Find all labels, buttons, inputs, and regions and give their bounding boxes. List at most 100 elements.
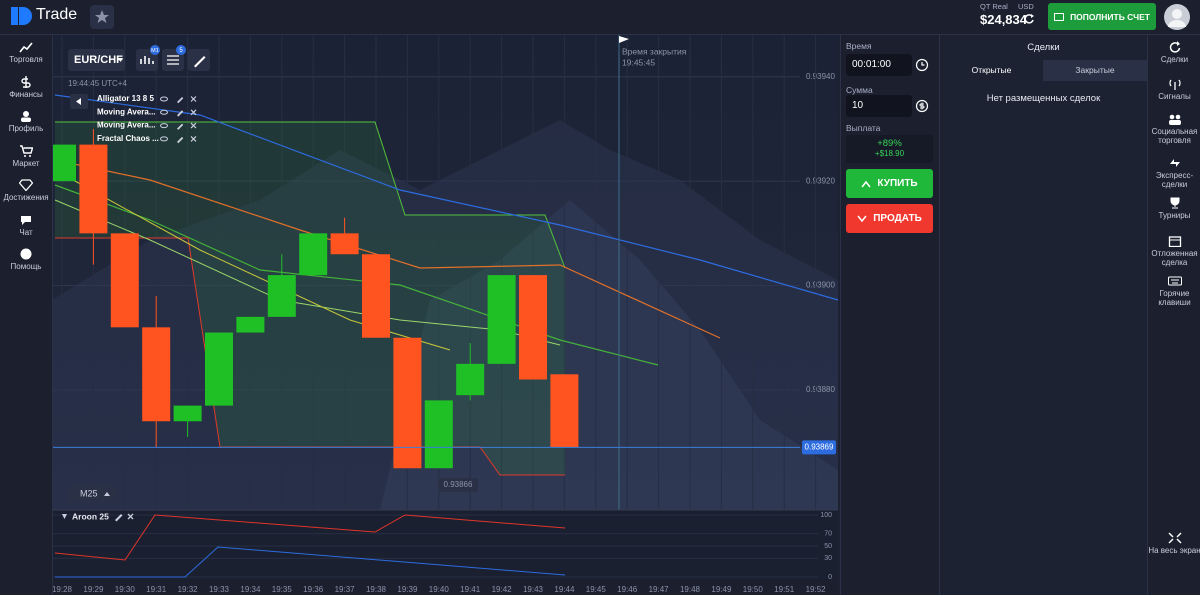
eye-icon[interactable]: [160, 109, 168, 115]
remove-icon[interactable]: [190, 96, 197, 102]
chart-type-button[interactable]: [136, 49, 158, 71]
candle-body: [205, 332, 233, 406]
nav-label: Чат: [19, 227, 33, 237]
fractal-channel: [55, 122, 565, 475]
remove-icon[interactable]: [190, 109, 197, 116]
nav-item[interactable]: Чат: [0, 214, 52, 237]
candle-body: [393, 337, 422, 469]
current-price-tag: [802, 440, 836, 455]
indicator-badge: 5: [179, 48, 183, 54]
nav-item[interactable]: Достижения: [0, 179, 52, 202]
open-tab[interactable]: Открытые: [940, 60, 1043, 81]
balance[interactable]: $24,834: [980, 12, 1027, 27]
nav-label: Сигналы: [1158, 92, 1191, 101]
x-tick-label: 19:31: [146, 585, 167, 594]
chart-type-icon: [140, 56, 154, 64]
aroon-tick-label: 50: [824, 543, 832, 550]
drawing-button[interactable]: [188, 49, 210, 71]
badge: [176, 45, 186, 55]
nav-item[interactable]: Маркет: [0, 144, 52, 168]
deposit-button[interactable]: ПОПОЛНИТЬ СЧЕТ: [1048, 3, 1156, 30]
edit-icon[interactable]: [115, 514, 123, 522]
edit-icon[interactable]: [177, 123, 184, 130]
empty-message: Нет размещенных сделок: [986, 93, 1101, 104]
zoom-button[interactable]: [68, 486, 118, 502]
candle-body: [519, 275, 547, 380]
timeframe-badge: M1: [151, 48, 159, 54]
nav-label: Отложенная сделка: [1151, 249, 1198, 267]
time-input[interactable]: 00:01:00: [846, 54, 912, 76]
nav-item[interactable]: Социальная торговля: [1148, 113, 1200, 145]
edit-icon[interactable]: [177, 97, 184, 104]
x-tick-label: 19:42: [492, 585, 513, 594]
time-axis: [52, 580, 838, 595]
sell-button[interactable]: ПРОДАТЬ: [846, 204, 933, 233]
collapse-icon: [76, 98, 81, 105]
y-tick-label: 0.93900: [806, 281, 835, 290]
nav-icon: [1168, 79, 1181, 90]
eye-icon[interactable]: [160, 96, 168, 102]
avatar[interactable]: [1163, 3, 1191, 31]
nav-icon: [21, 111, 31, 122]
x-tick-label: 19:38: [366, 585, 387, 594]
nav-item[interactable]: Турниры: [1148, 197, 1200, 220]
remove-icon[interactable]: [127, 513, 134, 520]
currency-icon[interactable]: [914, 98, 930, 114]
nav-icon: [1168, 114, 1181, 125]
closed-tab[interactable]: Закрытые: [1043, 60, 1147, 81]
nav-icon: [1167, 532, 1182, 544]
logo-text: Trade: [36, 6, 78, 23]
payout-label: Выплата: [846, 123, 881, 133]
pair-selector[interactable]: [68, 49, 125, 71]
eye-icon[interactable]: [160, 123, 168, 129]
nav-item[interactable]: Сделки: [1148, 41, 1200, 64]
nav-label: Экспресс-сделки: [1155, 171, 1194, 189]
nav-item[interactable]: На весь экран: [1148, 532, 1200, 555]
favorites-button[interactable]: [90, 5, 114, 29]
deals-panel: Сделки Открытые Закрытые Нет размещенных…: [939, 35, 1147, 595]
x-tick-label: 19:49: [711, 585, 732, 594]
x-tick-label: 19:52: [806, 585, 827, 594]
nav-item[interactable]: Отложенная сделка: [1148, 235, 1200, 267]
nav-item[interactable]: Экспресс-сделки: [1148, 157, 1200, 189]
amount-input[interactable]: 10: [846, 95, 912, 117]
current-price-label: 0.93869: [805, 442, 834, 451]
nav-item[interactable]: Финансы: [0, 75, 52, 99]
x-tick-label: 19:46: [617, 585, 638, 594]
aroon-axis: 100 70 50 30 0: [52, 512, 832, 581]
nav-label: Сделки: [1160, 55, 1189, 64]
dropdown-arrow: [118, 58, 123, 62]
nav-label: Достижения: [3, 193, 49, 202]
eye-icon[interactable]: [160, 136, 168, 142]
expiry-flag: [619, 36, 629, 43]
nav-icon: [1169, 159, 1180, 167]
sell-label: ПРОДАТЬ: [873, 213, 922, 224]
account-type: QT Real: [980, 2, 1008, 11]
buy-label: КУПИТЬ: [877, 178, 918, 189]
trade-panel: Время 00:01:00 Сумма 10 Выплата +89% +$1…: [840, 35, 939, 595]
x-tick-label: 19:34: [240, 585, 261, 594]
remove-icon[interactable]: [190, 122, 197, 129]
nav-icon: [19, 179, 33, 191]
x-tick-label: 19:35: [272, 585, 293, 594]
nav-item[interactable]: Сигналы: [1148, 78, 1200, 101]
indicator-name: Moving Avera...: [97, 107, 156, 116]
nav-item[interactable]: Горячие клавиши: [1148, 275, 1200, 307]
remove-icon[interactable]: [190, 135, 197, 142]
clock-icon[interactable]: [914, 57, 930, 73]
payout-amount: +$18.90: [874, 149, 905, 158]
refresh-icon[interactable]: [1023, 13, 1035, 25]
candle-body: [487, 275, 516, 364]
x-tick-label: 19:39: [397, 585, 418, 594]
x-tick-label: 19:37: [335, 585, 356, 594]
nav-icon: [1170, 197, 1179, 209]
buy-button[interactable]: КУПИТЬ: [846, 169, 933, 198]
nav-item[interactable]: Профиль: [0, 110, 52, 133]
edit-icon[interactable]: [177, 136, 184, 144]
top-bar: Trade QT Real USD $24,834 ПОПОЛНИТЬ СЧЕТ: [0, 0, 1200, 35]
nav-item[interactable]: Помощь: [0, 248, 52, 271]
candle-body: [79, 144, 108, 234]
aroon-tick-label: 30: [824, 555, 832, 562]
edit-icon[interactable]: [177, 110, 184, 117]
nav-item[interactable]: Торговля: [0, 41, 52, 64]
